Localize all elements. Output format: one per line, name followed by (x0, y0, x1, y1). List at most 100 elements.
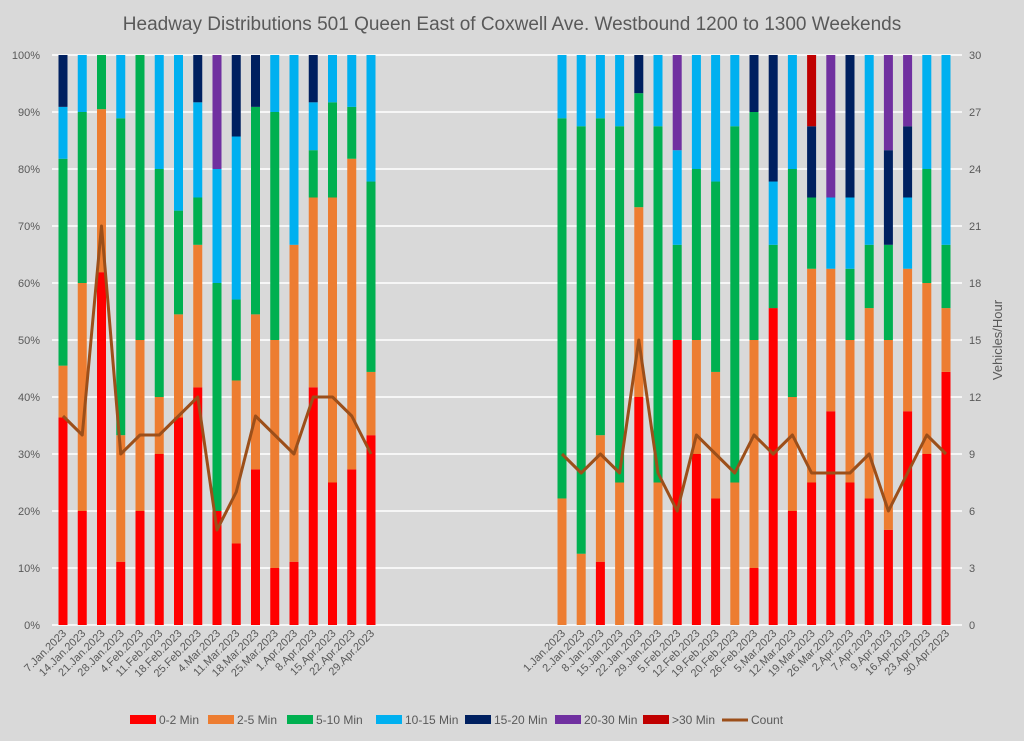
bar-segment-10-15-min (366, 55, 376, 182)
y2-tick-label: 27 (969, 107, 981, 119)
bar-segment-0-2-min (672, 340, 682, 625)
bar-segment-2-5-min (826, 268, 836, 412)
bar-segment-2-5-min (270, 340, 280, 568)
bar-segment-0-2-min (58, 417, 68, 625)
bar-segment-5-10-min (58, 158, 68, 366)
bar-segment-0-2-min (634, 397, 644, 625)
bars (58, 55, 951, 625)
bar-segment-15-20-min (193, 55, 203, 103)
bar-segment-0-2-min (922, 454, 932, 625)
bar-segment-10-15-min (212, 169, 222, 283)
bar-segment-15-20-min (634, 55, 644, 94)
bar-segment-0-2-min (154, 454, 164, 625)
legend-swatch (643, 715, 669, 724)
bar-segment-10-15-min (576, 55, 586, 127)
legend-swatch (130, 715, 156, 724)
bar-segment-0-2-min (749, 568, 759, 625)
legend-swatch (208, 715, 234, 724)
bar-segment-2-5-min (154, 397, 164, 454)
bar-segment-0-2-min (212, 511, 222, 625)
bar-segment-10-15-min (653, 55, 663, 127)
bar-segment-10-15-min (557, 55, 567, 119)
bar-segment-0-2-min (366, 435, 376, 625)
bar-segment-5-10-min (270, 112, 280, 340)
bar-segment-10-15-min (174, 55, 183, 211)
bar-segment-15-20-min (883, 150, 893, 245)
bar-segment-2-5-min (366, 371, 376, 436)
bar-segment-0-2-min (347, 469, 357, 625)
bar-segment-5-10-min (941, 244, 951, 309)
bar-segment-10-15-min (116, 55, 126, 119)
legend-label: 5-10 Min (316, 713, 363, 727)
bar-segment-2-5-min (135, 340, 145, 511)
y2-tick-label: 9 (969, 449, 975, 461)
bar-segment-2-5-min (615, 482, 625, 625)
y2-tick-label: 18 (969, 278, 981, 290)
bar-segment-5-10-min (366, 181, 376, 372)
bar-segment-10-15-min (787, 55, 797, 169)
bar-segment-2-5-min (691, 340, 701, 454)
bar-segment-10-15-min (308, 102, 318, 151)
bar-segment-5-10-min (653, 126, 663, 483)
legend: 0-2 Min 2-5 Min 5-10 Min 10-15 Min 15-20 Min… (130, 713, 784, 727)
bar-segment-0-2-min (135, 511, 145, 625)
bar-segment-10-15-min (864, 55, 874, 245)
y-tick-label: 0% (24, 620, 40, 632)
x-axis-ticks: 7.Jan.202314.Jan.202321.Jan.202328.Jan.2… (22, 628, 952, 680)
bar-segment-5-10-min (154, 169, 164, 397)
bar-segment-10-15-min (58, 106, 68, 159)
bar-segment-2-5-min (251, 314, 260, 470)
bar-segment-10-15-min (193, 102, 203, 198)
bar-segment-2-5-min (557, 498, 567, 625)
bar-segment-0-2-min (97, 272, 106, 625)
bar-segment-2-5-min (634, 207, 644, 397)
bar-segment-2-5-min (711, 371, 721, 499)
y2-axis-label: Vehicles/Hour (990, 299, 1005, 380)
bar-segment-2-5-min (308, 197, 318, 388)
bar-segment-2-5-min (787, 397, 797, 511)
bar-segment-5-10-min (922, 169, 932, 283)
bar-segment-10-15-min (941, 55, 951, 245)
bar-segment-10-15-min (270, 55, 280, 112)
bar-segment-0-2-min (289, 561, 299, 625)
bar-segment-15-20-min (251, 55, 260, 107)
bar-segment-2-5-min (941, 308, 951, 372)
bar-segment-10-15-min (347, 55, 357, 107)
y2-tick-label: 15 (969, 335, 981, 347)
bar-segment-2-5-min (864, 308, 874, 499)
legend-label: 2-5 Min (237, 713, 277, 727)
legend-swatch (555, 715, 581, 724)
y-tick-label: 10% (18, 563, 40, 575)
bar-segment-5-10-min (328, 102, 337, 198)
bar-segment-5-10-min (615, 126, 625, 483)
bar-segment-2-5-min (58, 365, 68, 418)
bar-segment-15-20-min (231, 55, 241, 137)
bar-segment-2-5-min (116, 435, 126, 562)
bar-segment-10-15-min (154, 55, 164, 169)
bar-segment-0-2-min (328, 482, 337, 625)
legend-label: 10-15 Min (405, 713, 458, 727)
bar-segment-2-5-min (922, 283, 932, 454)
bar-segment-2-5-min (749, 340, 759, 568)
y-tick-label: 20% (18, 506, 40, 518)
y-tick-label: 70% (18, 221, 40, 233)
y2-tick-label: 24 (969, 164, 981, 176)
bar-segment-2-5-min (289, 244, 299, 562)
bar-segment-10-15-min (77, 55, 87, 112)
bar-segment-5-10-min (231, 299, 241, 381)
bar-segment-10-15-min (672, 150, 682, 245)
y2-axis-ticks: 0 3 6 9 12 15 18 21 24 27 30 (969, 50, 981, 632)
bar-segment-10-15-min (845, 197, 855, 269)
legend-swatch (465, 715, 491, 724)
legend-label: >30 Min (672, 713, 715, 727)
bar-segment-10-15-min (289, 55, 299, 245)
gridlines (52, 54, 962, 626)
bar-segment-20-30-min (903, 55, 913, 127)
y-tick-label: 80% (18, 164, 40, 176)
bar-segment-5-10-min (576, 126, 586, 554)
bar-segment-5-10-min (557, 118, 567, 499)
bar-segment-15-20-min (58, 55, 68, 107)
bar-segment-15-20-min (768, 55, 778, 182)
bar-segment-15-20-min (308, 55, 318, 103)
